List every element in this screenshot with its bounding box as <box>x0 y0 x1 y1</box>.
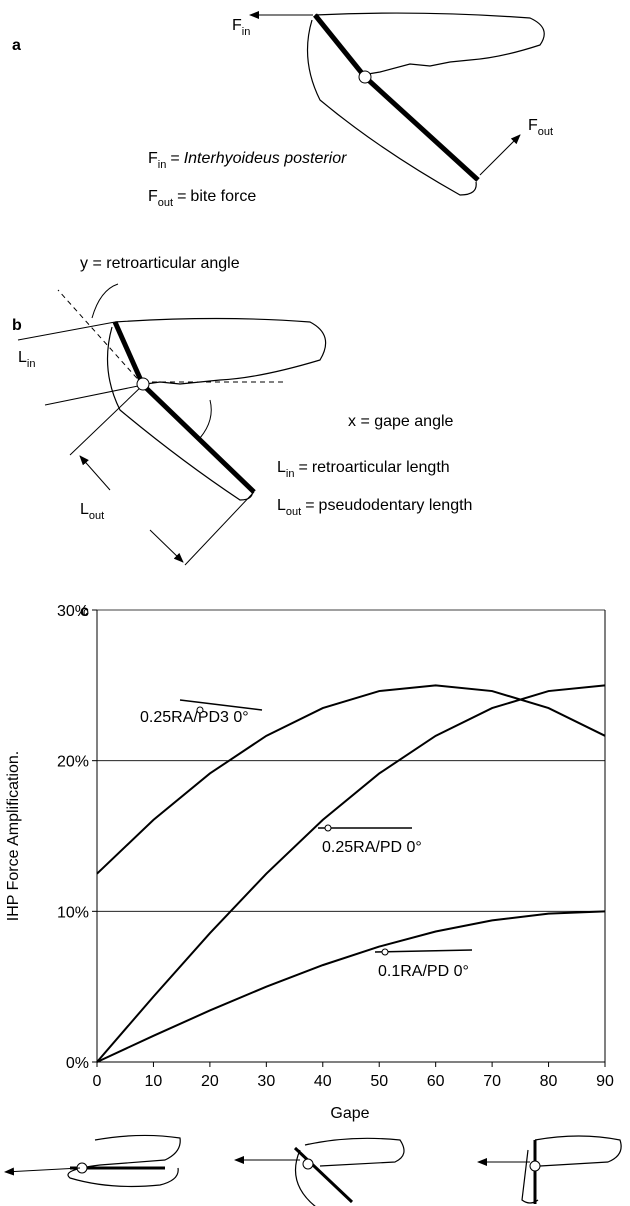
lever-icon <box>374 949 473 953</box>
retroarticular <box>313 13 367 79</box>
joint <box>136 377 150 391</box>
dimension-arrow <box>149 529 184 563</box>
x-axis-label: Gape <box>330 1105 369 1122</box>
upper-jaw <box>114 317 327 385</box>
x-tick-label: 80 <box>540 1073 558 1090</box>
dimension-arrow <box>79 455 111 491</box>
x-tick-label: 20 <box>201 1073 219 1090</box>
gape-diagrams <box>4 1134 622 1206</box>
panel-a: a Fin Fout Fin = Interhyoideus posterior F… <box>12 11 553 209</box>
pseudodentary <box>141 383 256 494</box>
legend-out: Fout = bite force <box>148 188 256 209</box>
lower-jaw <box>306 19 477 196</box>
panel-label: a <box>12 37 21 54</box>
y-angle: y = retroarticular angle <box>80 255 240 272</box>
panel-label: b <box>12 317 22 334</box>
joint <box>529 1160 541 1172</box>
lever-icon <box>179 699 263 711</box>
y-tick-label: 0% <box>66 1055 89 1072</box>
force-arrow <box>479 134 521 176</box>
dimension-line <box>17 321 116 341</box>
y-tick-label: 20% <box>57 754 89 771</box>
lever-joint <box>381 948 389 956</box>
reference-line <box>57 289 144 386</box>
panel-b: b y = retroarticular angle x = gape angl… <box>12 255 472 566</box>
lever-joint <box>324 824 332 832</box>
fout-label: Fout <box>528 117 553 138</box>
y-tick-label: 30% <box>57 603 89 620</box>
series-label: 0.25RA/PD3 0° <box>140 709 249 726</box>
y-tick-label: 10% <box>57 904 89 921</box>
dimension-line <box>44 384 144 406</box>
legend-in: Fin = Interhyoideus posterior <box>148 150 347 171</box>
angle-arc <box>91 283 119 319</box>
angle-arc <box>199 399 212 439</box>
force-arrow <box>4 1167 81 1176</box>
y-axis-label: IHP Force Amplification. <box>5 751 22 921</box>
lin-label: Lin <box>18 349 35 370</box>
lever-joint <box>196 706 204 714</box>
series-line <box>96 910 606 1063</box>
upper-jaw <box>314 12 545 75</box>
x-tick-label: 70 <box>483 1073 501 1090</box>
x-tick-label: 10 <box>145 1073 163 1090</box>
legend-out: Lout = pseudodentary length <box>277 497 472 518</box>
retroarticular <box>112 320 146 387</box>
lout-label: Lout <box>80 501 104 522</box>
series-line <box>96 684 606 1063</box>
joint <box>358 70 372 84</box>
x-tick-label: 30 <box>257 1073 275 1090</box>
panel-label: c <box>80 603 89 620</box>
x-tick-label: 0 <box>93 1073 102 1090</box>
x-tick-label: 50 <box>370 1073 388 1090</box>
x-angle: x = gape angle <box>348 413 454 430</box>
jaw-mid <box>294 1137 405 1206</box>
fin-label: Fin <box>232 17 250 38</box>
series-label: 0.1RA/PD 0° <box>378 963 469 980</box>
series-label: 0.25RA/PD 0° <box>322 839 422 856</box>
joint <box>302 1158 314 1170</box>
x-tick-label: 90 <box>596 1073 614 1090</box>
dimension-line <box>184 491 255 566</box>
jaw-bar <box>293 1146 354 1204</box>
jaw-closed <box>67 1134 181 1188</box>
x-tick-label: 40 <box>314 1073 332 1090</box>
dimension-line <box>69 384 144 456</box>
panel-c: c Gape IHP Force Amplification. 0% 10% 20%… <box>5 603 614 1122</box>
legend-in: Lin = retroarticular length <box>277 459 450 480</box>
pseudodentary <box>363 75 480 182</box>
x-tick-label: 60 <box>427 1073 445 1090</box>
